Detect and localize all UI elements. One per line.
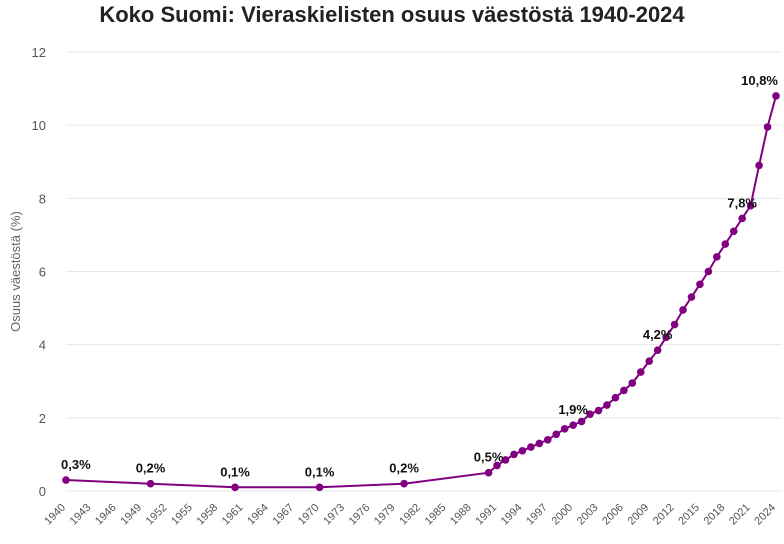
x-tick-label: 2009 [626, 502, 652, 528]
x-tick-label: 2015 [676, 502, 702, 528]
y-tick-label: 10 [32, 118, 46, 133]
x-tick-label: 1988 [448, 502, 474, 528]
x-tick-label: 1943 [68, 502, 94, 528]
data-point [543, 435, 552, 444]
x-tick-label: 1997 [524, 502, 550, 528]
x-tick-label: 2000 [549, 502, 575, 528]
data-point [704, 267, 713, 276]
data-point [535, 439, 544, 448]
x-tick-label: 1952 [144, 502, 170, 528]
y-tick-label: 12 [32, 45, 46, 60]
data-point [721, 240, 730, 248]
y-axis-label: Osuus väestöstä (%) [8, 211, 23, 332]
x-tick-label: 1958 [194, 502, 220, 528]
data-point [713, 253, 721, 261]
chart-title: Koko Suomi: Vieraskielisten osuus väestö… [99, 2, 685, 27]
data-point [645, 357, 654, 365]
data-point [611, 393, 620, 402]
data-label: 7,8% [727, 195, 757, 210]
data-label: 4,2% [643, 327, 673, 342]
data-point [696, 280, 704, 289]
data-point [662, 333, 670, 342]
y-tick-label: 4 [39, 338, 46, 353]
x-tick-label: 1979 [372, 502, 398, 528]
data-point [62, 476, 70, 484]
data-point [746, 201, 755, 210]
data-point [679, 306, 687, 314]
data-point [231, 483, 239, 492]
data-point [518, 446, 527, 455]
x-tick-label: 1961 [220, 502, 246, 528]
x-tick-label: 1970 [296, 502, 322, 528]
data-point [493, 461, 501, 470]
data-point [527, 443, 535, 451]
data-label: 0,1% [305, 464, 335, 479]
data-point [628, 379, 637, 387]
x-tick-label: 1949 [118, 502, 144, 528]
y-tick-label: 8 [39, 191, 46, 206]
data-label: 0,2% [136, 461, 166, 476]
data-label: 0,3% [61, 457, 91, 472]
data-point [603, 401, 611, 409]
x-tick-label: 1964 [245, 502, 271, 528]
data-point [687, 293, 696, 301]
y-tick-label: 6 [39, 265, 46, 280]
data-label: 0,2% [389, 461, 419, 476]
x-tick-label: 2018 [702, 502, 728, 528]
series-line [65, 95, 777, 489]
x-tick-label: 2021 [727, 502, 753, 528]
x-tick-label: 1973 [321, 502, 347, 528]
data-point [763, 123, 772, 131]
x-tick-label: 1994 [499, 502, 525, 528]
data-point [569, 421, 577, 429]
data-point [620, 386, 628, 395]
data-point [653, 346, 662, 354]
x-tick-label: 1967 [271, 502, 297, 528]
data-point [501, 456, 510, 464]
x-tick-label: 1940 [42, 502, 68, 528]
data-label: 0,1% [220, 464, 250, 479]
data-label: 1,9% [558, 402, 588, 417]
data-point [560, 425, 569, 433]
x-tick-label: 2003 [575, 502, 601, 528]
data-point [484, 468, 493, 477]
data-label: 0,5% [474, 450, 504, 465]
x-tick-label: 2012 [651, 502, 677, 528]
data-point [586, 410, 594, 418]
x-tick-label: 1946 [93, 502, 119, 528]
data-point [510, 450, 518, 459]
data-point [552, 430, 561, 439]
data-point [315, 483, 324, 492]
data-point [636, 368, 645, 376]
data-point [577, 417, 586, 426]
y-tick-label: 0 [39, 484, 46, 499]
x-tick-label: 1982 [397, 502, 423, 528]
data-point [738, 214, 746, 223]
data-point [772, 92, 780, 100]
data-point [594, 406, 603, 415]
data-label: 10,8% [741, 73, 778, 88]
data-point [755, 161, 763, 170]
y-tick-label: 2 [39, 411, 46, 426]
data-point [729, 227, 738, 236]
x-tick-label: 2006 [600, 502, 626, 528]
data-point [670, 320, 679, 329]
x-tick-label: 2024 [752, 502, 778, 528]
data-point [400, 479, 408, 488]
x-tick-label: 1955 [169, 502, 195, 528]
x-tick-label: 1976 [347, 502, 373, 528]
x-tick-label: 1991 [473, 502, 499, 528]
x-tick-label: 1985 [423, 502, 449, 528]
data-point [146, 479, 155, 488]
